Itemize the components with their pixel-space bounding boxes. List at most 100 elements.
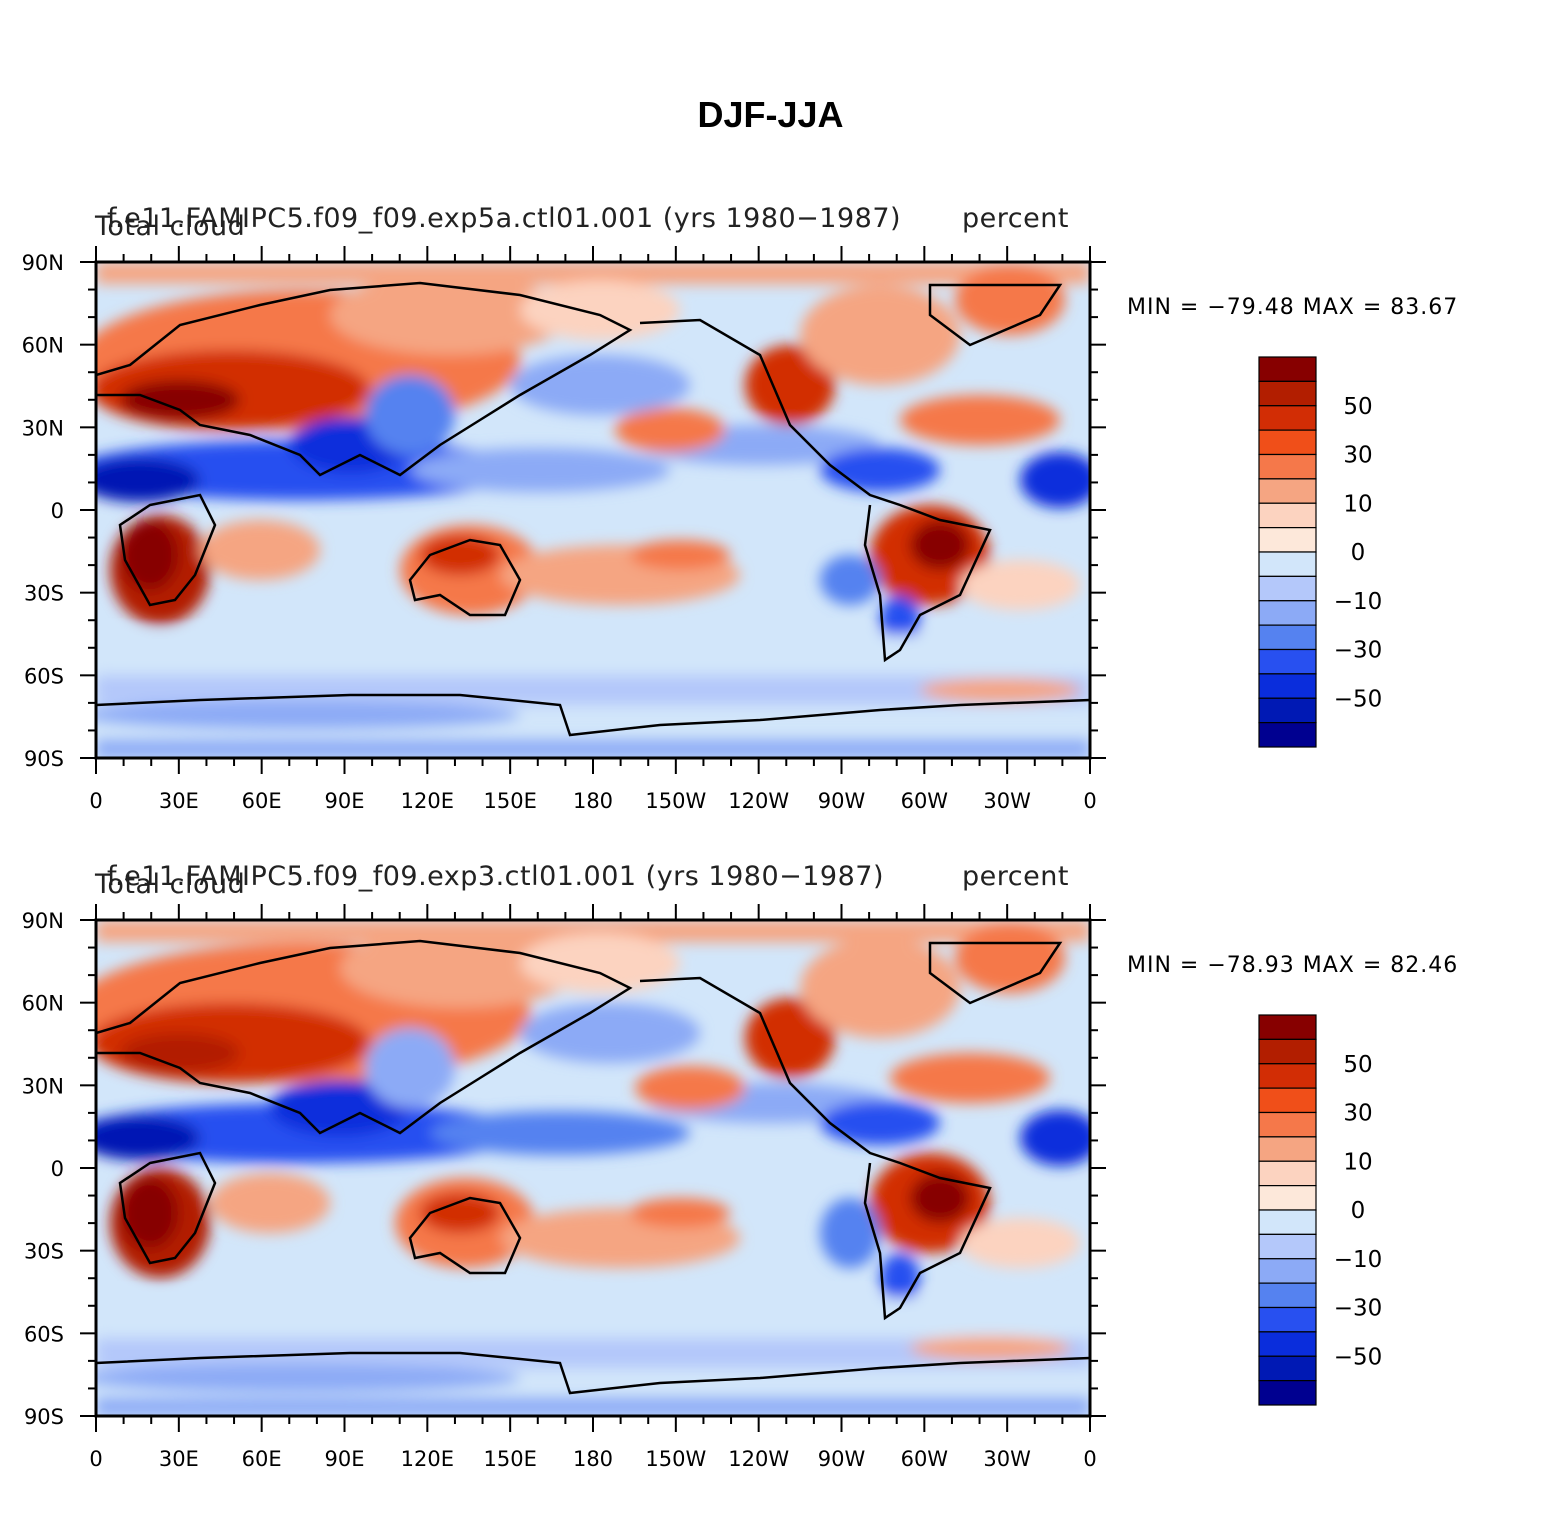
lat-tick-label: 90N [22,909,64,933]
colorbar-label: −50 [1334,686,1383,712]
lat-tick-label: 60S [24,664,64,688]
lat-tick-label: 30S [24,1240,64,1264]
map-panel-graphic: 90N 60N 30N 0 30S 60S 90S 0 30E 60E 90E 120E 150E 18… [22,904,1383,1471]
min-max-stats: MIN = −79.48 MAX = 83.67 [1127,295,1459,320]
lon-tick-label: 60E [242,789,282,813]
colorbar-box [1258,1355,1317,1382]
lat-tick-label: 90S [24,747,64,771]
colorbar-box [1258,527,1317,553]
map-panel-exp5a: 90N 60N 30N 0 30S 60S 90S 0 30E 60E 90E 120E 150E 18… [0,195,1541,835]
lon-tick-label: 60E [242,1447,282,1471]
colorbar-box [1258,648,1317,675]
colorbar-label: 10 [1343,491,1372,517]
colorbar [1258,1014,1317,1406]
lon-ticks [95,904,1091,1432]
lon-tick-labels: 0 30E 60E 90E 120E 150E 180 150W 120W 90W 60W 30W 0 [89,1447,1096,1471]
lon-tick-label: 90W [818,789,866,813]
lon-tick-label: 150W [645,789,706,813]
variable-label: Total cloud [95,211,246,242]
lon-tick-label: 90W [818,1447,866,1471]
colorbar-box [1258,673,1317,699]
colorbar-label: 50 [1343,394,1372,420]
colorbar-label: 10 [1343,1149,1372,1175]
cloud-difference-field [96,920,1090,1416]
lon-tick-label: 60W [901,789,949,813]
colorbar-box [1258,405,1317,431]
lon-tick-label: 0 [1083,789,1096,813]
lat-tick-label: 0 [51,499,64,523]
colorbar-box [1258,1282,1317,1309]
colorbar-box [1258,551,1317,577]
colorbar-label: −10 [1334,1247,1383,1273]
colorbar-box [1258,1233,1317,1260]
colorbar-box [1258,1160,1317,1187]
lat-tick-labels: 90N 60N 30N 0 30S 60S 90S [22,909,64,1429]
coastlines [96,939,1090,1395]
case-name-label: f.e11.FAMIPC5.f09_f09.exp5a.ctl01.001 (y… [107,203,902,234]
map-panel-exp3: 90N 60N 30N 0 30S 60S 90S 0 30E 60E 90E 120E 150E 18… [0,853,1541,1493]
colorbar-box [1258,722,1317,748]
colorbar [1258,356,1317,748]
lat-ticks [80,919,1106,1417]
colorbar-box [1258,1209,1317,1235]
colorbar-box [1258,1111,1317,1138]
lat-tick-labels: 90N 60N 30N 0 30S 60S 90S [22,251,64,771]
units-label: percent [962,861,1069,892]
colorbar-label: 0 [1351,540,1366,566]
colorbar-label: 50 [1343,1052,1372,1078]
colorbar-label: 0 [1351,1198,1366,1224]
variable-label: Total cloud [95,869,246,900]
lon-tick-label: 120E [401,789,454,813]
colorbar-box [1258,380,1317,407]
figure-title: DJF-JJA [697,94,844,135]
lon-tick-label: 150E [483,1447,536,1471]
lon-tick-label: 150E [483,789,536,813]
lat-tick-label: 60N [22,992,64,1016]
lon-tick-label: 60W [901,1447,949,1471]
lat-tick-label: 30N [22,1074,64,1098]
colorbar-box [1258,1038,1317,1065]
coastlines [96,281,1090,737]
lon-tick-label: 120E [401,1447,454,1471]
lon-tick-label: 30W [983,789,1031,813]
colorbar-label: −10 [1334,589,1383,615]
min-max-stats: MIN = −78.93 MAX = 82.46 [1127,953,1459,978]
colorbar-box [1258,575,1317,602]
lon-tick-label: 0 [89,1447,102,1471]
colorbar-box [1258,1014,1317,1040]
colorbar-box [1258,429,1317,456]
colorbar-box [1258,356,1317,382]
colorbar-box [1258,1306,1317,1333]
lat-tick-label: 90S [24,1405,64,1429]
lat-tick-label: 60S [24,1322,64,1346]
lon-tick-label: 0 [89,789,102,813]
colorbar-box [1258,624,1317,651]
lat-tick-label: 30N [22,416,64,440]
colorbar-box [1258,697,1317,724]
colorbar-label: −30 [1334,638,1383,664]
colorbar-box [1258,1087,1317,1114]
lat-tick-label: 0 [51,1157,64,1181]
lon-tick-label: 30W [983,1447,1031,1471]
lon-tick-label: 90E [325,1447,365,1471]
lon-tick-labels: 0 30E 60E 90E 120E 150E 180 150W 120W 90W 60W 30W 0 [89,789,1096,813]
colorbar-label: −50 [1334,1344,1383,1370]
lon-tick-label: 180 [573,789,613,813]
lon-tick-label: 30E [159,789,199,813]
lon-tick-label: 120W [728,1447,789,1471]
colorbar-box [1258,1063,1317,1089]
colorbar-box [1258,1380,1317,1406]
colorbar-box [1258,1185,1317,1211]
colorbar-labels: 50 30 10 0 −10 −30 −50 [1334,394,1383,713]
colorbar-labels: 50 30 10 0 −10 −30 −50 [1334,1052,1383,1371]
lat-tick-label: 30S [24,582,64,606]
lon-tick-label: 120W [728,789,789,813]
colorbar-box [1258,502,1317,529]
lat-ticks [80,261,1106,759]
colorbar-label: 30 [1343,1101,1372,1127]
lon-tick-label: 0 [1083,1447,1096,1471]
colorbar-box [1258,600,1317,626]
colorbar-label: 30 [1343,443,1372,469]
colorbar-box [1258,1331,1317,1357]
colorbar-box [1258,478,1317,504]
